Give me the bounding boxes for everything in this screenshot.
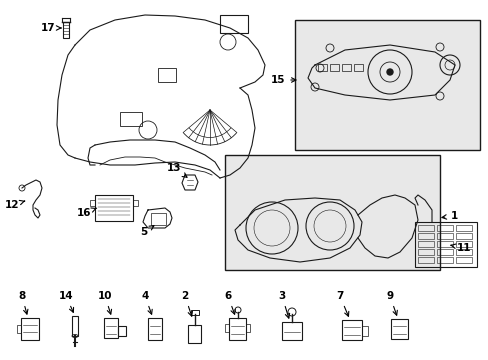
Text: 8: 8 (19, 291, 28, 314)
Bar (329, 64, 338, 71)
Bar (224, 155, 439, 270)
Bar (417, 257, 433, 263)
Bar (220, 15, 247, 33)
Bar (104, 318, 118, 338)
Text: 16: 16 (77, 208, 97, 218)
Bar (390, 319, 407, 339)
Bar (436, 257, 452, 263)
Bar (436, 225, 452, 231)
Text: 6: 6 (224, 291, 235, 314)
Bar (414, 222, 476, 267)
Bar (72, 316, 78, 336)
Text: 15: 15 (270, 75, 295, 85)
Bar (417, 241, 433, 247)
Text: 7: 7 (336, 291, 348, 316)
Bar (245, 324, 249, 332)
Text: 4: 4 (141, 291, 152, 314)
Text: 14: 14 (59, 291, 73, 312)
Text: 1: 1 (441, 211, 457, 221)
Bar (455, 225, 471, 231)
Bar (294, 20, 479, 150)
Bar (187, 325, 201, 343)
Bar (191, 310, 199, 315)
Bar (341, 320, 361, 340)
Bar (341, 64, 350, 71)
Bar (417, 249, 433, 255)
Text: 11: 11 (450, 243, 470, 253)
Bar (455, 233, 471, 239)
Bar (417, 233, 433, 239)
Text: 12: 12 (5, 200, 25, 210)
Bar (228, 318, 245, 340)
Bar (118, 326, 126, 336)
Bar (95, 195, 133, 221)
Text: 3: 3 (278, 291, 289, 318)
Bar (455, 257, 471, 263)
Bar (120, 112, 142, 126)
Bar (436, 249, 452, 255)
Bar (455, 249, 471, 255)
Bar (158, 68, 176, 82)
Bar (17, 325, 21, 333)
Circle shape (386, 69, 392, 75)
Bar (151, 213, 165, 225)
Text: 9: 9 (386, 291, 397, 315)
Text: 10: 10 (98, 291, 112, 314)
Bar (436, 241, 452, 247)
Bar (417, 225, 433, 231)
Bar (353, 64, 362, 71)
Bar (133, 200, 138, 206)
Text: 2: 2 (181, 291, 192, 316)
Text: 13: 13 (166, 163, 186, 177)
Bar (224, 324, 228, 332)
Text: 17: 17 (41, 23, 61, 33)
Bar (148, 318, 162, 340)
Bar (361, 326, 367, 336)
Bar (317, 64, 326, 71)
Text: 5: 5 (140, 226, 154, 237)
Bar (90, 200, 95, 206)
Bar (282, 322, 302, 340)
Bar (455, 241, 471, 247)
Bar (63, 22, 69, 38)
Bar (21, 318, 39, 340)
Bar (436, 233, 452, 239)
